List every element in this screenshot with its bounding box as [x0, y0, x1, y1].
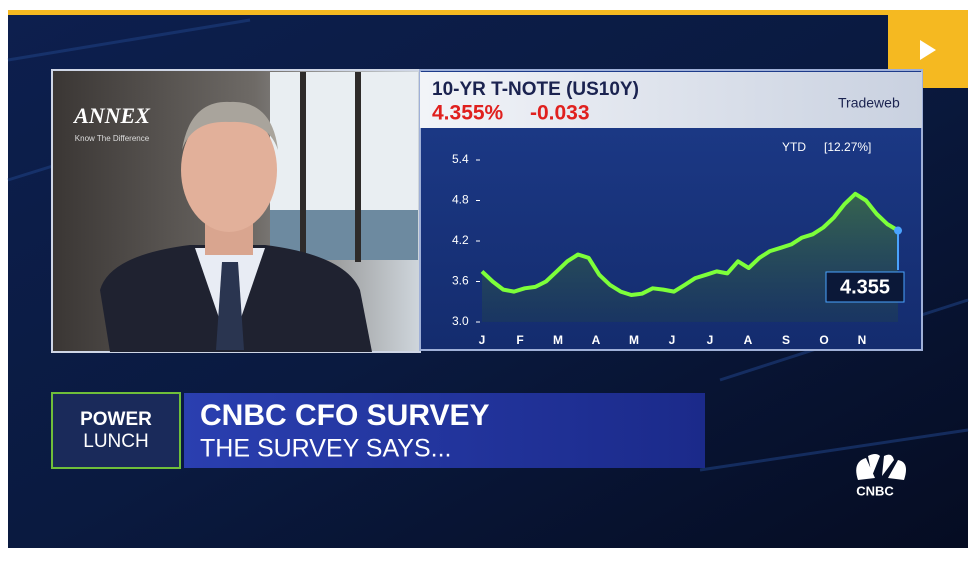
window-frame: [355, 72, 361, 262]
period: YTD: [782, 140, 806, 154]
show-name: LUNCH: [83, 431, 148, 452]
source: Tradeweb: [838, 95, 900, 111]
play-icon[interactable]: [920, 40, 936, 60]
progress-bar: [8, 10, 968, 15]
x-tick-label: M: [553, 333, 563, 347]
chart-title: 10-YR T-NOTE (US10Y): [432, 79, 639, 100]
period-change: [12.27%]: [824, 140, 871, 154]
subheadline: THE SURVEY SAYS...: [200, 435, 451, 463]
show-badge: [51, 392, 181, 469]
headline: CNBC CFO SURVEY: [200, 399, 489, 432]
x-tick-label: J: [669, 333, 676, 347]
y-tick-label: 3.0: [452, 314, 469, 328]
logo-tagline: Know The Difference: [75, 134, 150, 143]
x-tick-label: N: [858, 333, 867, 347]
lower-third: [184, 393, 705, 468]
y-tick-label: 4.2: [452, 233, 469, 247]
value-label: 4.355: [840, 276, 890, 298]
webcam: ANNEX Know The Difference: [51, 69, 421, 353]
face: [181, 108, 277, 232]
line: [480, 191, 900, 297]
x-tick-label: F: [516, 333, 523, 347]
x-tick-label: J: [707, 333, 714, 347]
x-tick-label: O: [819, 333, 828, 347]
area: [482, 193, 898, 322]
window-frame: [300, 72, 306, 262]
x-tick-label: M: [629, 333, 639, 347]
show-name: POWER: [80, 409, 152, 430]
value-box: [825, 271, 905, 303]
y-tick-label: 5.4: [452, 152, 469, 166]
tie: [216, 262, 244, 350]
y-tick-label: 3.6: [452, 274, 469, 288]
cnbc-peacock: [856, 454, 906, 480]
x-tick-label: J: [479, 333, 486, 347]
y-tick-label: 4.8: [452, 193, 469, 207]
x-tick-label: A: [744, 333, 753, 347]
logo: ANNEX: [72, 103, 151, 128]
change: -0.033: [530, 102, 590, 125]
x-tick-label: A: [592, 333, 601, 347]
x-tick-label: S: [782, 333, 790, 347]
hair: [182, 101, 278, 150]
network-logo: CNBC: [856, 483, 894, 498]
price: 4.355%: [432, 102, 504, 125]
chart-header: [420, 72, 922, 128]
window: [270, 72, 418, 212]
